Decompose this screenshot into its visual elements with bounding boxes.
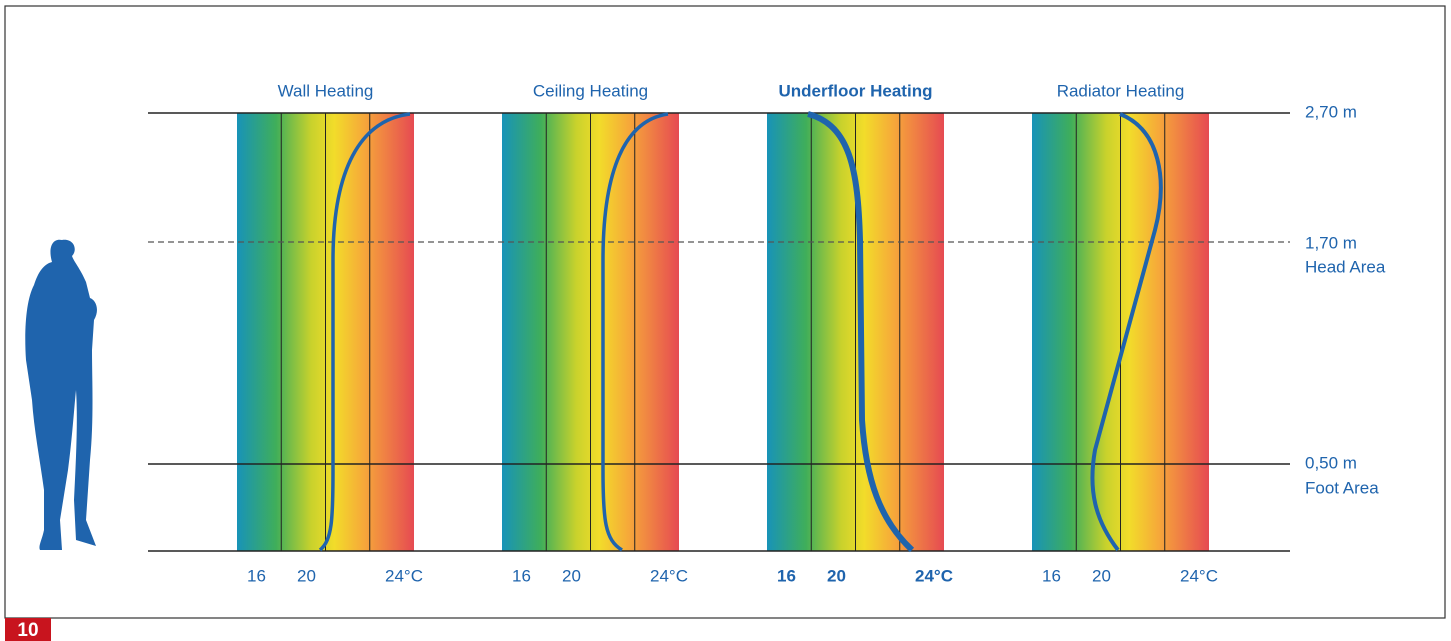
area-label: Head Area [1305, 257, 1386, 276]
area-label: Foot Area [1305, 478, 1379, 497]
temperature-label: 24°C [650, 566, 688, 585]
temperature-label: 20 [827, 566, 846, 585]
diagram: 2,70 m 1,70 m Head Area 0,50 m Foot Area… [0, 0, 1451, 641]
height-label: 0,50 m [1305, 453, 1357, 472]
temperature-label: 20 [1092, 566, 1111, 585]
temperature-label: 24°C [915, 566, 953, 585]
figure-number: 10 [17, 620, 38, 641]
height-label: 2,70 m [1305, 102, 1357, 121]
panel-title: Wall Heating [278, 81, 374, 100]
person-silhouette [25, 240, 97, 550]
temperature-label: 16 [247, 566, 266, 585]
panel-title: Ceiling Heating [533, 81, 648, 100]
temperature-label: 20 [297, 566, 316, 585]
frame [5, 6, 1445, 618]
temperature-label: 24°C [385, 566, 423, 585]
panel-title: Radiator Heating [1057, 81, 1185, 100]
height-label: 1,70 m [1305, 233, 1357, 252]
temperature-label: 16 [1042, 566, 1061, 585]
columns [237, 113, 1209, 551]
temperature-label: 24°C [1180, 566, 1218, 585]
temperature-label: 16 [512, 566, 531, 585]
panel-title: Underfloor Heating [779, 81, 933, 100]
temperature-label: 20 [562, 566, 581, 585]
temperature-label: 16 [777, 566, 796, 585]
